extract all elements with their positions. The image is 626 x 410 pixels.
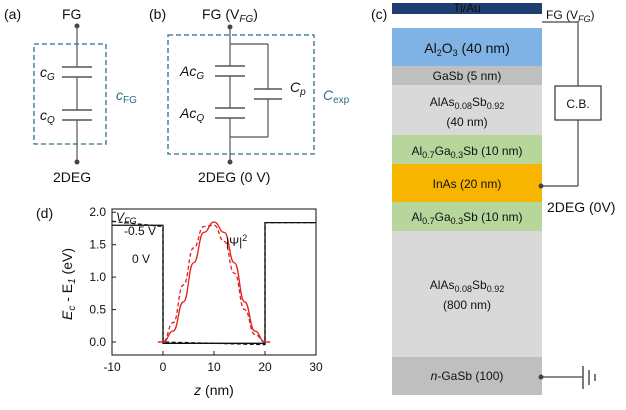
2deg-node-b bbox=[227, 159, 233, 165]
x-tick-label: 0 bbox=[160, 360, 167, 374]
y-tick-label: 1.0 bbox=[89, 270, 106, 284]
panel-b: (b) FG (VFG) AcG AcQ Cp Cexp 2DEG (0 V) bbox=[149, 6, 350, 185]
layer-inas bbox=[392, 164, 542, 202]
x-tick-label: 10 bbox=[207, 360, 221, 374]
layer-gasb-label: GaSb (5 nm) bbox=[433, 69, 502, 83]
x-axis-label: z (nm) bbox=[193, 382, 234, 398]
psi-label: |Ψ|2 bbox=[226, 233, 247, 249]
panel-c-2deg-label: 2DEG (0V) bbox=[547, 199, 615, 215]
series-line-2 bbox=[157, 221, 271, 343]
layer-algasb-top bbox=[392, 135, 542, 164]
panel-d-label: (d) bbox=[36, 205, 53, 221]
layer-inas-label: InAs (20 nm) bbox=[433, 177, 502, 191]
layer-algasb-top-label: Al0.7Ga0.3Sb (10 nm) bbox=[411, 144, 522, 160]
layer-n-gasb bbox=[392, 357, 542, 395]
panel-a: (a) FG cG cQ cFG 2DEG bbox=[4, 6, 137, 185]
layer-alassb-40-label: AlAs0.08Sb0.92 bbox=[430, 95, 504, 111]
acq-label: AcQ bbox=[179, 105, 204, 124]
chart-series bbox=[111, 220, 316, 346]
layer-ti-au bbox=[392, 3, 542, 14]
panel-b-fg-label: FG (VFG) bbox=[202, 6, 258, 25]
series-line-3 bbox=[157, 224, 271, 343]
2deg-contact bbox=[538, 183, 544, 189]
acg-label: AcG bbox=[179, 63, 204, 82]
panel-c-fg-label: FG (VFG) bbox=[546, 8, 595, 24]
panel-c: (c) Ti/Au Al2O3 (40 nm) GaSb (5 nm) AlAs… bbox=[371, 1, 615, 395]
cq-label: cQ bbox=[40, 107, 55, 126]
y-tick-label: 2.0 bbox=[89, 205, 106, 219]
cfg-box bbox=[33, 43, 107, 145]
2deg-node bbox=[74, 159, 80, 165]
panel-b-2deg-label: 2DEG (0 V) bbox=[198, 169, 270, 185]
layer-alassb-40 bbox=[392, 85, 542, 135]
y-axis-label: Ec - E1 (eV) bbox=[59, 248, 78, 320]
layer-gasb bbox=[392, 66, 542, 85]
panel-c-label: (c) bbox=[371, 6, 387, 22]
x-tick-label: -10 bbox=[103, 360, 121, 374]
layer-al2o3-label: Al2O3 (40 nm) bbox=[424, 40, 510, 58]
x-ticks: -10 0 10 20 30 bbox=[103, 351, 323, 374]
layer-ti-au-label: Ti/Au bbox=[453, 1, 481, 15]
vfg-legend-label: VFG bbox=[116, 210, 137, 226]
y-tick-label: 0.5 bbox=[89, 303, 106, 317]
series-line-1 bbox=[111, 220, 316, 346]
cg-label: cG bbox=[40, 64, 55, 83]
cb-box bbox=[554, 85, 602, 121]
panel-a-label: (a) bbox=[4, 6, 21, 22]
cexp-box bbox=[167, 34, 315, 155]
series-line-0 bbox=[112, 221, 316, 344]
cp-label: Cp bbox=[290, 79, 306, 98]
panel-b-label: (b) bbox=[149, 6, 166, 22]
panel-a-fg-label: FG bbox=[62, 6, 81, 22]
y-tick-label: 1.5 bbox=[89, 238, 106, 252]
legend-minus-0-5v: -0.5 V bbox=[124, 224, 156, 238]
y-ticks: 0.0 0.5 1.0 1.5 2.0 bbox=[89, 205, 116, 349]
layer-algasb-bottom bbox=[392, 202, 542, 231]
layer-alassb-800-label: AlAs0.08Sb0.92 bbox=[430, 278, 504, 294]
layer-n-gasb-label: n-GaSb (100) bbox=[431, 369, 504, 383]
y-tick-label: 0.0 bbox=[89, 335, 106, 349]
cfg-label: cFG bbox=[116, 87, 137, 106]
x-tick-label: 20 bbox=[258, 360, 272, 374]
panel-a-2deg-label: 2DEG bbox=[53, 169, 91, 185]
legend-0v: 0 V bbox=[132, 252, 150, 266]
panel-d: (d) -10 0 10 20 30 0.0 0.5 1.0 1.5 2.0 VFG -0.5 … bbox=[36, 205, 323, 398]
cb-label: C.B. bbox=[566, 97, 589, 111]
layer-alassb-800-thickness: (800 nm) bbox=[443, 298, 491, 312]
layer-alassb-40-thickness: (40 nm) bbox=[446, 115, 487, 129]
cexp-label: Cexp bbox=[323, 87, 350, 106]
layer-al2o3 bbox=[392, 28, 542, 66]
layer-alassb-800 bbox=[392, 231, 542, 357]
x-tick-label: 30 bbox=[309, 360, 323, 374]
layer-algasb-bottom-label: Al0.7Ga0.3Sb (10 nm) bbox=[411, 210, 522, 226]
